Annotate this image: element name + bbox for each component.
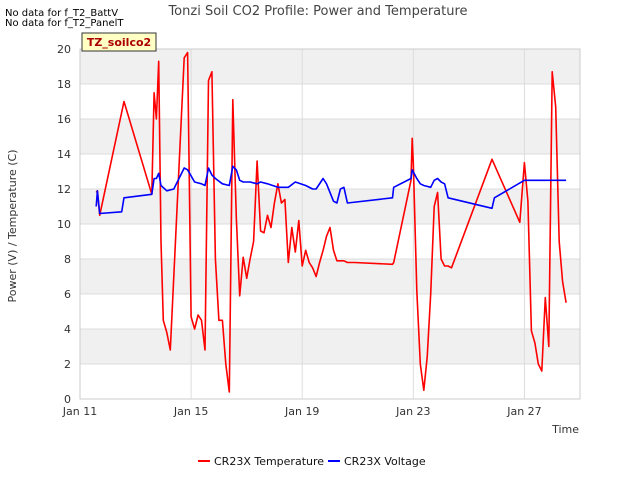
grid-band	[80, 119, 580, 154]
x-axis-label: Time	[551, 423, 579, 436]
series-layer	[95, 51, 567, 393]
chart-title: Tonzi Soil CO2 Profile: Power and Temper…	[167, 4, 467, 19]
no-data-note-battv: No data for f_T2_BattV	[5, 8, 119, 19]
x-tick-label: Jan 11	[62, 405, 97, 418]
y-tick-label: 12	[57, 183, 71, 196]
y-tick-label: 16	[57, 113, 71, 126]
y-axis-label: Power (V) / Temperature (C)	[6, 149, 19, 302]
x-axis-ticks: Jan 11 Jan 15 Jan 19 Jan 23 Jan 27	[62, 405, 542, 418]
y-tick-label: 2	[64, 358, 71, 371]
x-tick-label: Jan 23	[395, 405, 430, 418]
grid-band	[80, 189, 580, 224]
y-tick-label: 8	[64, 253, 71, 266]
plot-frame	[79, 48, 581, 400]
no-data-note-panelt: No data for f_T2_PanelT	[5, 18, 124, 29]
y-tick-label: 4	[64, 323, 71, 336]
legend-label: CR23X Temperature	[214, 455, 324, 468]
x-tick-label: Jan 27	[506, 405, 541, 418]
x-tick-label: Jan 15	[173, 405, 208, 418]
y-tick-label: 20	[57, 43, 71, 56]
y-tick-label: 0	[64, 393, 71, 406]
site-label-box: TZ_soilco2	[81, 32, 157, 52]
series-line-temperature	[95, 51, 567, 393]
grid-band	[80, 259, 580, 294]
x-tick-label: Jan 19	[284, 405, 319, 418]
y-tick-label: 14	[57, 148, 71, 161]
y-tick-label: 18	[57, 78, 71, 91]
site-label: TZ_soilco2	[87, 36, 151, 49]
y-tick-label: 10	[57, 218, 71, 231]
grid-bands	[80, 48, 580, 400]
y-axis-ticks: 0 2 4 6 8 10 12 14 16 18 20	[57, 43, 71, 406]
y-tick-label: 6	[64, 288, 71, 301]
grid-band	[80, 49, 580, 84]
series-line-voltage	[95, 165, 567, 215]
grid-band	[80, 329, 580, 364]
legend-label: CR23X Voltage	[344, 455, 426, 468]
legend: CR23X Temperature CR23X Voltage	[198, 455, 426, 468]
